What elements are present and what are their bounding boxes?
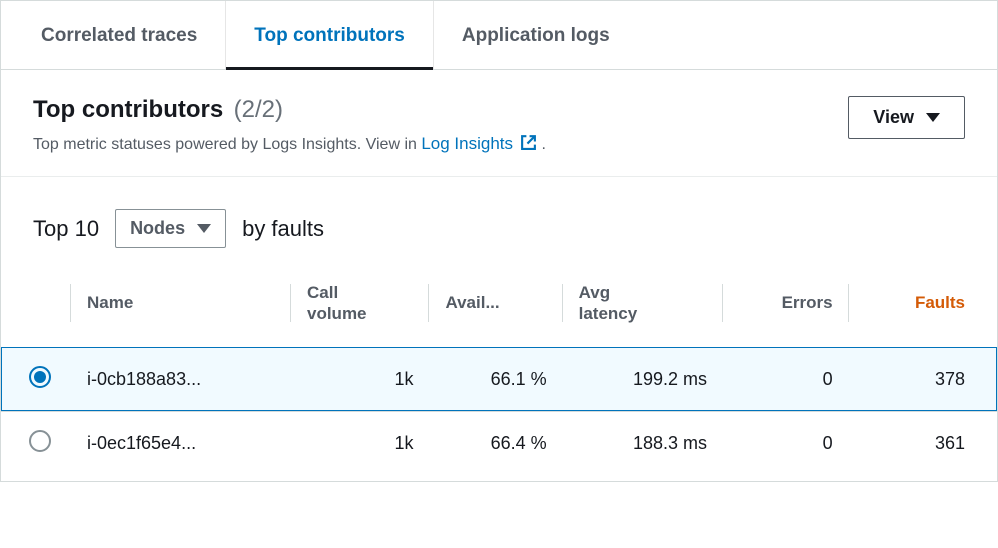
table-header-row: Name Call volume Avail... Avg laten	[1, 260, 997, 347]
radio-icon[interactable]	[29, 430, 51, 452]
col-faults-label: Faults	[915, 293, 965, 312]
cell-call-volume: 1k	[291, 347, 429, 411]
cell-call-volume: 1k	[291, 411, 429, 475]
row-select-cell[interactable]	[1, 347, 71, 411]
col-select	[1, 260, 71, 347]
panel-count: (2/2)	[234, 96, 283, 123]
cell-availability: 66.4 %	[429, 411, 562, 475]
tab-top-contributors[interactable]: Top contributors	[226, 1, 434, 69]
cell-faults: 361	[849, 411, 997, 475]
radio-icon[interactable]	[29, 366, 51, 388]
view-button[interactable]: View	[848, 96, 965, 139]
col-cv-l2: volume	[307, 304, 367, 323]
tab-correlated-traces[interactable]: Correlated traces	[13, 1, 226, 69]
col-faults[interactable]: Faults	[849, 260, 997, 347]
contributors-table-wrap: Name Call volume Avail... Avg laten	[1, 260, 997, 481]
col-cv-l1: Call	[307, 283, 338, 302]
filter-controls: Top 10 Nodes by faults	[1, 177, 997, 260]
tab-application-logs[interactable]: Application logs	[434, 1, 638, 69]
subtitle-suffix: .	[542, 136, 546, 153]
col-errors[interactable]: Errors	[723, 260, 849, 347]
col-availability[interactable]: Avail...	[429, 260, 562, 347]
cell-name: i-0ec1f65e4...	[71, 411, 291, 475]
col-errors-label: Errors	[782, 293, 833, 312]
nodes-select[interactable]: Nodes	[115, 209, 226, 248]
top-contributors-panel: Correlated traces Top contributors Appli…	[0, 0, 998, 482]
col-al-l2: latency	[579, 304, 638, 323]
table-row[interactable]: i-0cb188a83... 1k 66.1 % 199.2 ms 0 378	[1, 347, 997, 411]
col-call-volume[interactable]: Call volume	[291, 260, 429, 347]
col-avail-label: Avail...	[445, 293, 499, 312]
log-insights-link[interactable]: Log Insights	[421, 134, 541, 153]
title-line: Top contributors (2/2)	[33, 96, 546, 124]
title-block: Top contributors (2/2) Top metric status…	[33, 96, 546, 156]
nodes-select-value: Nodes	[130, 218, 185, 239]
cell-avg-latency: 199.2 ms	[563, 347, 723, 411]
controls-prefix: Top 10	[33, 216, 99, 242]
cell-avg-latency: 188.3 ms	[563, 411, 723, 475]
panel-title: Top contributors	[33, 96, 223, 123]
row-select-cell[interactable]	[1, 411, 71, 475]
caret-down-icon	[926, 113, 940, 122]
log-insights-link-text: Log Insights	[421, 134, 513, 153]
cell-availability: 66.1 %	[429, 347, 562, 411]
panel-subtitle: Top metric statuses powered by Logs Insi…	[33, 134, 546, 156]
table-row[interactable]: i-0ec1f65e4... 1k 66.4 % 188.3 ms 0 361	[1, 411, 997, 475]
cell-faults: 378	[849, 347, 997, 411]
col-al-l1: Avg	[579, 283, 611, 302]
external-link-icon	[520, 134, 537, 156]
view-button-label: View	[873, 107, 914, 128]
subtitle-prefix: Top metric statuses powered by Logs Insi…	[33, 136, 421, 153]
col-name[interactable]: Name	[71, 260, 291, 347]
contributors-table: Name Call volume Avail... Avg laten	[1, 260, 997, 475]
cell-errors: 0	[723, 347, 849, 411]
tab-bar: Correlated traces Top contributors Appli…	[1, 1, 997, 70]
panel-header: Top contributors (2/2) Top metric status…	[1, 70, 997, 177]
col-avg-latency[interactable]: Avg latency	[563, 260, 723, 347]
cell-name: i-0cb188a83...	[71, 347, 291, 411]
controls-suffix: by faults	[242, 216, 324, 242]
cell-errors: 0	[723, 411, 849, 475]
caret-down-icon	[197, 224, 211, 233]
col-name-label: Name	[87, 293, 133, 312]
